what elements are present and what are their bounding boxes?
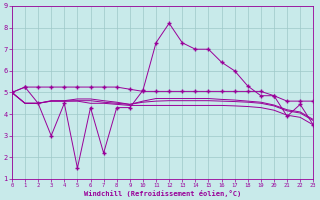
X-axis label: Windchill (Refroidissement éolien,°C): Windchill (Refroidissement éolien,°C) <box>84 190 241 197</box>
